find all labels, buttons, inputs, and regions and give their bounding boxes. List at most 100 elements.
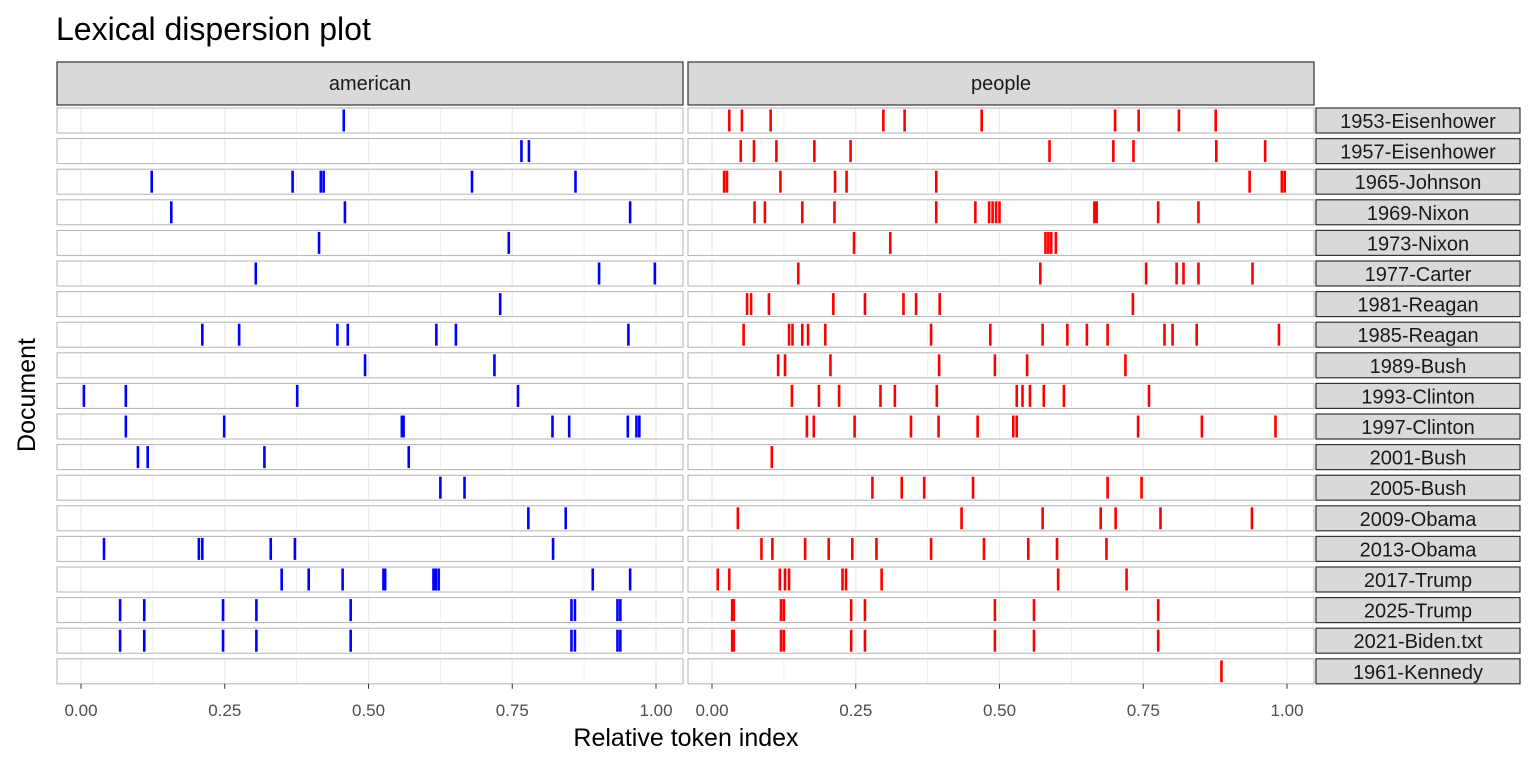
document-label: 2017-Trump [1364,570,1472,592]
document-label: 2025-Trump [1364,601,1472,623]
document-strip: 2025-Trump [1315,596,1521,624]
row-panel [687,229,1315,256]
row-panel [687,321,1315,348]
document-strip-background [1315,321,1521,348]
document-strip-labels: 1953-Eisenhower 1957-Eisenhower 1965-Johns… [1315,107,1521,685]
row-panel-background [687,168,1315,195]
row-panel [687,107,1315,134]
row-panel [56,597,684,624]
row-panel [56,627,684,654]
document-label: 2005-Bush [1370,478,1467,500]
row-panel-background [687,138,1315,165]
row-panel-background [56,658,684,685]
document-strip-background [1315,138,1521,165]
row-panel-background [687,535,1315,562]
row-panel-background [687,658,1315,685]
x-tick-label: 0.25 [839,701,872,720]
row-panel [56,352,684,379]
row-panel [56,107,684,134]
document-label: 1997-Clinton [1361,417,1474,439]
row-panel-background [687,321,1315,348]
row-panel-background [56,505,684,532]
row-panel-background [687,474,1315,501]
document-strip: 2005-Bush [1315,474,1521,501]
row-panel-background [56,168,684,195]
document-label: 1977-Carter [1365,264,1472,286]
document-strip-background [1315,168,1521,195]
y-axis-title: Document [13,338,41,452]
row-panel-background [687,566,1315,593]
x-axis-people: 0.00 0.25 0.50 0.75 1.00 [695,683,1304,720]
document-label: 1953-Eisenhower [1340,111,1496,133]
document-strip: 1957-Eisenhower [1315,138,1521,165]
row-panel [56,229,684,256]
row-panel-background [56,535,684,562]
row-panel-background [687,444,1315,471]
row-panel [687,199,1315,226]
document-label: 1969-Nixon [1367,203,1469,225]
row-panel-background [56,291,684,318]
document-label: 1961-Kennedy [1353,662,1483,684]
row-panel [56,566,684,593]
row-panel-background [56,413,684,440]
x-tick-label: 1.00 [1270,701,1303,720]
row-panel-background [56,627,684,654]
document-strip: 1965-Johnson [1315,168,1521,195]
facet-people: people 0.00 0.25 0.50 0.75 1.00 [687,61,1315,720]
row-panel-background [687,260,1315,287]
document-strip: 2013-Obama [1315,535,1521,563]
document-strip: 2017-Trump [1315,566,1521,593]
row-panel [687,382,1315,409]
row-panel [56,444,684,471]
document-label: 1957-Eisenhower [1340,142,1496,164]
row-panel-background [687,413,1315,440]
chart-title: Lexical dispersion plot [56,11,371,47]
row-panel [687,138,1315,165]
document-strip-background [1315,658,1521,685]
document-label: 1989-Bush [1370,356,1467,378]
document-strip: 2009-Obama [1315,505,1521,532]
document-strip-background [1315,627,1521,654]
row-panel-background [56,566,684,593]
document-label: 1973-Nixon [1367,233,1469,255]
x-tick-label: 0.75 [1127,701,1160,720]
x-tick-label: 0.00 [695,701,728,720]
row-panel [687,474,1315,501]
row-panel-background [687,597,1315,624]
document-strip-background [1315,229,1521,256]
document-label: 2009-Obama [1360,509,1478,531]
document-strip-background [1315,291,1521,318]
row-panel [687,260,1315,287]
facet-strip-label: people [971,73,1031,95]
row-panel [687,535,1315,562]
document-strip-background [1315,199,1521,226]
row-panel [687,627,1315,654]
row-panel [687,291,1315,318]
document-strip: 1985-Reagan [1315,321,1521,348]
document-label: 1965-Johnson [1355,172,1482,194]
document-strip: 1969-Nixon [1315,199,1521,226]
facet-strip [687,61,1315,106]
row-panel [56,199,684,226]
row-panel [56,382,684,409]
document-label: 2001-Bush [1370,448,1467,470]
row-panel [56,474,684,501]
document-label: 1981-Reagan [1357,295,1478,317]
row-panel-background [56,138,684,165]
x-tick-label: 0.00 [64,701,97,720]
row-panel [56,658,684,685]
row-panel [56,321,684,348]
row-panel [687,597,1315,624]
document-strip: 1953-Eisenhower [1315,107,1521,134]
row-panel-background [687,229,1315,256]
row-panel-background [687,291,1315,318]
row-panel-background [56,597,684,624]
x-tick-label: 0.50 [983,701,1016,720]
row-panel-background [56,321,684,348]
row-panel-background [687,199,1315,226]
x-tick-label: 0.75 [496,701,529,720]
row-panel [56,291,684,318]
row-panel [687,413,1315,440]
